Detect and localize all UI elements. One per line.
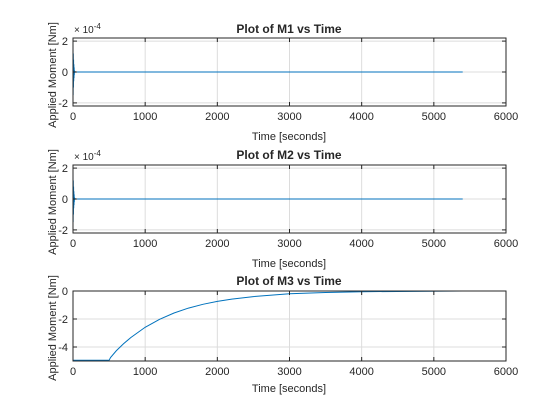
subplot-m2-y-exponent: × 10-4	[74, 149, 101, 163]
subplot-m3-xtick-label: 2000	[205, 366, 229, 378]
subplot-m3-xtick-label: 1000	[133, 366, 157, 378]
svg-text:× 10-4: × 10-4	[74, 149, 101, 163]
subplot-m2-exponent-base: × 10	[74, 152, 94, 163]
subplot-m3-xtick-label: 3000	[277, 366, 301, 378]
subplot-m1-xtick-label: 2000	[205, 111, 229, 123]
subplot-m2-xtick-label: 6000	[494, 238, 518, 250]
subplot-m3-xtick-label: 4000	[349, 366, 373, 378]
subplot-m1-xlabel: Time [seconds]	[252, 131, 326, 143]
subplot-m2-xtick-label: 4000	[349, 238, 373, 250]
subplot-m2-xtick-label: 0	[70, 238, 76, 250]
subplot-m3-ytick-label: -4	[58, 342, 68, 354]
subplot-m1-xtick-label: 1000	[133, 111, 157, 123]
subplot-m2-ylabel: Applied Moment [Nm]	[47, 149, 59, 255]
subplot-m1-xtick-label: 4000	[349, 111, 373, 123]
subplot-m1-xtick-label: 3000	[277, 111, 301, 123]
subplot-m1-exponent-base: × 10	[74, 25, 94, 36]
subplot-m1-ytick-label: -2	[58, 98, 68, 110]
subplot-m2-title: Plot of M2 vs Time	[236, 148, 341, 162]
subplot-m2-xtick-label: 5000	[422, 238, 446, 250]
subplot-m2-xtick-label: 1000	[133, 238, 157, 250]
subplot-m1-y-exponent: × 10-4	[74, 22, 101, 36]
svg-text:× 10-4: × 10-4	[74, 22, 101, 36]
subplot-m3-title: Plot of M3 vs Time	[236, 274, 341, 288]
subplot-m1-ytick-label: 2	[62, 36, 68, 48]
subplot-m1-exponent-power: -4	[94, 22, 102, 31]
subplot-m3-ytick-label: 0	[62, 286, 68, 298]
subplot-m2-ytick-label: 2	[62, 163, 68, 175]
subplot-m2-exponent-power: -4	[94, 149, 102, 158]
subplot-m3-ytick-label: -2	[58, 314, 68, 326]
subplot-m2-xtick-label: 3000	[277, 238, 301, 250]
subplot-m2-xlabel: Time [seconds]	[252, 258, 326, 270]
subplot-m3-series-line	[73, 290, 463, 361]
subplot-m2-ytick-label: 0	[62, 194, 68, 206]
subplot-m2-ytick-label: -2	[58, 225, 68, 237]
subplot-m3-xlabel: Time [seconds]	[252, 383, 326, 395]
subplot-m3-ylabel: Applied Moment [Nm]	[47, 275, 59, 381]
subplot-m1-title: Plot of M1 vs Time	[236, 22, 341, 36]
subplot-m1-ylabel: Applied Moment [Nm]	[47, 22, 59, 128]
subplot-m3: 0 1000 2000 3000 4000 5000 6000 -4 -2 0 Plot of M3…	[47, 274, 518, 395]
subplot-m3-xtick-label: 0	[70, 366, 76, 378]
subplot-m1-ytick-label: 0	[62, 67, 68, 79]
subplot-m3-xtick-label: 6000	[494, 366, 518, 378]
subplot-m1-xtick-label: 6000	[494, 111, 518, 123]
subplot-m3-xtick-label: 5000	[422, 366, 446, 378]
subplot-m1-xtick-label: 0	[70, 111, 76, 123]
subplot-m1-xtick-label: 5000	[422, 111, 446, 123]
subplot-m2-xtick-label: 2000	[205, 238, 229, 250]
